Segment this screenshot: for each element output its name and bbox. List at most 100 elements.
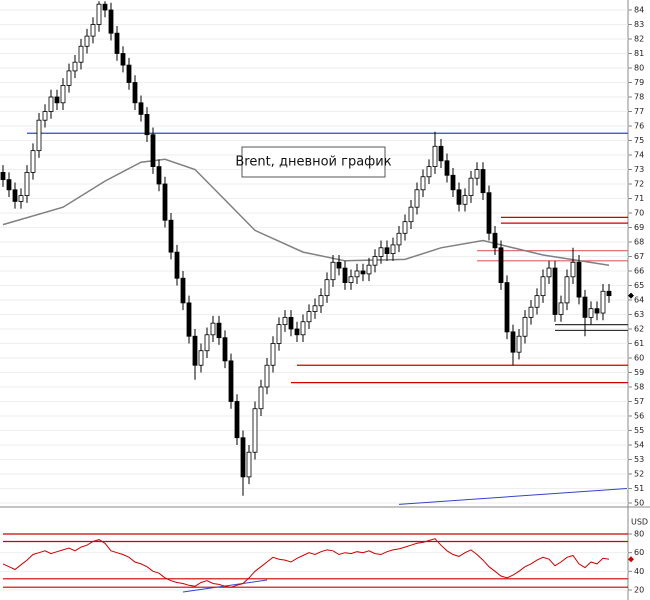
candle-body: [582, 296, 588, 318]
last-price-marker: [628, 292, 634, 299]
candle-body: [372, 256, 378, 266]
candle-body: [288, 316, 294, 330]
y-tick-label: 59: [634, 368, 644, 377]
y-tick-label: 84: [634, 6, 644, 15]
candle-body: [264, 364, 270, 388]
candle-body: [588, 308, 594, 318]
candle-body: [576, 261, 582, 298]
y-tick-label: 76: [634, 121, 644, 130]
candle-body: [186, 302, 192, 337]
candle-body: [534, 295, 540, 308]
candle-body: [138, 102, 144, 115]
candle-body: [60, 84, 66, 104]
trend-line: [398, 487, 628, 505]
y-tick-label: 52: [634, 469, 644, 478]
candle-body: [318, 295, 324, 307]
candle-body: [594, 308, 600, 314]
candle-body: [552, 267, 558, 315]
candle-body: [0, 171, 6, 181]
candle-body: [330, 261, 336, 281]
y-tick-label: 62: [634, 324, 644, 333]
currency-label: USD: [631, 518, 648, 527]
candle-body: [408, 206, 414, 223]
candle-body: [366, 264, 372, 275]
candle-body: [24, 171, 30, 196]
candle-body: [84, 35, 90, 47]
candle-body: [354, 270, 360, 278]
candle-body: [30, 150, 36, 173]
y-tick-label: 74: [634, 150, 644, 159]
y-tick-label: 71: [634, 194, 644, 203]
y-tick-label: 55: [634, 426, 644, 435]
candle-body: [426, 166, 432, 178]
y-tick-label: 72: [634, 179, 644, 188]
y-tick-label: 66: [634, 266, 644, 275]
moving-average: [2, 158, 610, 266]
candle-body: [438, 145, 444, 162]
annotation-box: [241, 146, 386, 178]
y-tick-label: 80: [634, 529, 644, 538]
candle-body: [336, 261, 342, 269]
candle-body: [348, 276, 354, 283]
candle-body: [198, 350, 204, 366]
y-tick-label: 54: [634, 440, 644, 449]
candle-body: [234, 401, 240, 439]
indicator-line: [2, 538, 610, 588]
candle-body: [492, 232, 498, 249]
candle-body: [180, 277, 186, 304]
candle-body: [144, 113, 150, 136]
candle-body: [168, 219, 174, 253]
candle-body: [324, 279, 330, 297]
y-tick-label: 75: [634, 136, 644, 145]
y-tick-label: 60: [634, 548, 644, 557]
candle-body: [564, 276, 570, 304]
candle-body: [510, 331, 516, 353]
candle-body: [306, 311, 312, 323]
y-tick-label: 61: [634, 339, 644, 348]
candle-body: [162, 183, 168, 221]
candle-body: [18, 195, 24, 202]
last-value-marker: [628, 556, 634, 563]
y-tick-label: 60: [634, 353, 644, 362]
candle-body: [276, 324, 282, 344]
y-tick-label: 79: [634, 78, 644, 87]
candle-body: [48, 96, 54, 112]
y-tick-label: 40: [634, 567, 644, 576]
candle-body: [114, 32, 120, 54]
candle-body: [126, 64, 132, 83]
candle-body: [480, 169, 486, 194]
y-tick-label: 50: [634, 498, 644, 507]
candle-body: [606, 290, 612, 297]
candle-body: [108, 9, 114, 34]
candle-body: [486, 192, 492, 234]
candle-body: [78, 45, 84, 63]
candle-body: [246, 451, 252, 478]
candle-body: [558, 302, 564, 315]
candle-body: [156, 166, 162, 185]
candle-body: [414, 189, 420, 208]
candle-body: [522, 316, 528, 337]
annotation: Brent, дневной график: [235, 155, 391, 170]
candle-body: [36, 119, 42, 152]
y-tick-label: 73: [634, 165, 644, 174]
candle-body: [42, 111, 48, 121]
candle-body: [546, 267, 552, 278]
candle-body: [6, 179, 12, 191]
y-tick-label: 70: [634, 208, 644, 217]
candle-body: [102, 3, 108, 11]
candle-body: [420, 176, 426, 191]
candle-body: [240, 437, 246, 478]
candle-body: [540, 276, 546, 297]
candle-body: [294, 328, 300, 336]
y-tick-label: 81: [634, 49, 644, 58]
candle-body: [282, 316, 288, 326]
y-tick-label: 51: [634, 484, 644, 493]
y-tick-label: 67: [634, 252, 644, 261]
candle-body: [504, 282, 510, 333]
candle-body: [252, 408, 258, 453]
candle-body: [402, 221, 408, 234]
candle-body: [270, 343, 276, 366]
candle-body: [150, 134, 156, 167]
candle-body: [342, 267, 348, 283]
